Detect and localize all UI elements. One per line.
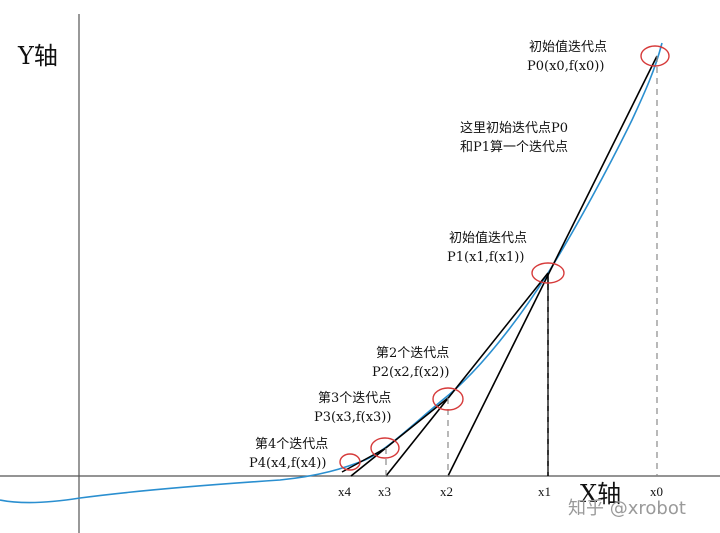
tick-x0: x0 (650, 484, 663, 499)
secant-line-p3-p4 (341, 447, 387, 473)
watermark: 知乎 @xrobot (568, 498, 686, 519)
p3-title: 第3个迭代点 (318, 391, 391, 406)
secant-line-p1-p2 (385, 272, 549, 477)
note-line-1: 这里初始迭代点P0 (460, 120, 568, 136)
tick-x1: x1 (538, 484, 551, 499)
point-p1-circle (531, 262, 565, 284)
p0-coord: P0(x0,f(x0)) (527, 59, 604, 74)
tick-x4: x4 (338, 484, 352, 499)
point-p0-circle (640, 45, 670, 67)
p1-coord: P1(x1,f(x1)) (447, 250, 524, 265)
p4-coord: P4(x4,f(x4)) (249, 456, 326, 471)
secant-line-p2-p3 (350, 397, 449, 477)
y-axis-title: Y轴 (17, 42, 58, 70)
function-curve (0, 42, 663, 504)
tick-x2: x2 (440, 484, 453, 499)
point-p2-circle (432, 387, 464, 411)
p3-coord: P3(x3,f(x3)) (314, 410, 391, 425)
p0-title: 初始值迭代点 (529, 39, 607, 55)
p4-title: 第4个迭代点 (255, 437, 328, 452)
point-p4-circle (339, 453, 361, 471)
tick-x3: x3 (378, 484, 391, 499)
point-p3-circle (370, 437, 400, 459)
p1-title: 初始值迭代点 (449, 230, 527, 246)
note-line-2: 和P1算一个迭代点 (460, 140, 568, 155)
x-axis-title: X轴 (580, 480, 621, 508)
p2-coord: P2(x2,f(x2)) (372, 365, 449, 380)
secant-line-p0-p1 (447, 55, 658, 477)
p2-title: 第2个迭代点 (376, 346, 449, 361)
